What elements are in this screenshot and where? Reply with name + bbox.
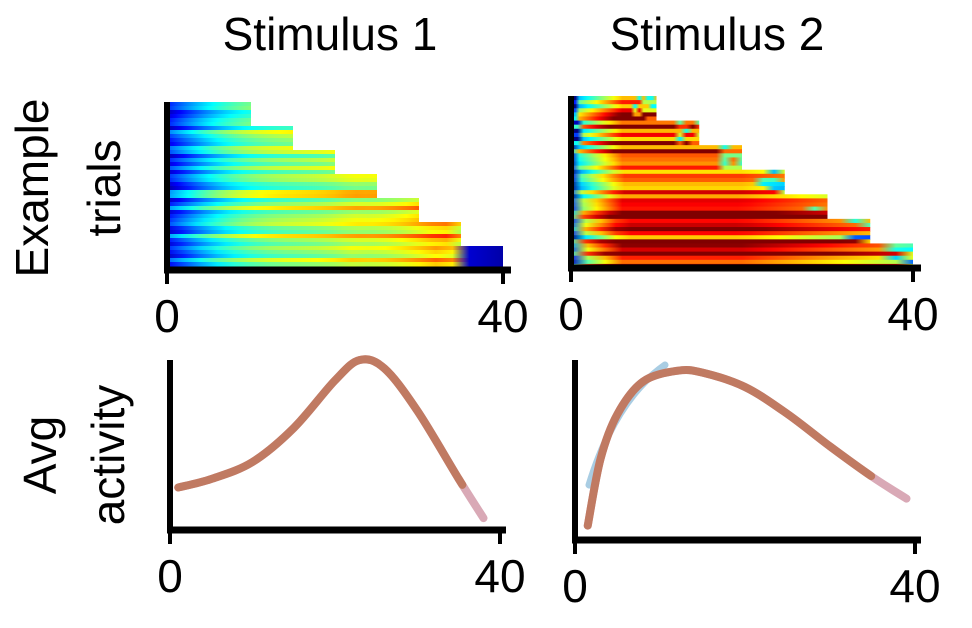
heatmap-row bbox=[571, 239, 871, 245]
heatmap-row bbox=[571, 157, 742, 163]
heatmap-row bbox=[571, 153, 742, 159]
heatmap-row bbox=[571, 96, 657, 101]
heatmap-row bbox=[571, 116, 657, 122]
heatmap-row bbox=[167, 258, 503, 263]
heatmap-row bbox=[167, 242, 461, 247]
ylabel-example: Example bbox=[6, 99, 58, 278]
x-tick-label: 0 bbox=[157, 550, 183, 602]
heatmap-row bbox=[167, 158, 335, 163]
heatmap-row bbox=[571, 132, 700, 138]
heatmap-row bbox=[571, 120, 700, 126]
heatmap-row bbox=[167, 186, 377, 191]
heatmap-row bbox=[571, 136, 700, 142]
heatmap-row bbox=[571, 141, 700, 146]
heatmap-row bbox=[167, 254, 503, 259]
heatmap-row bbox=[167, 134, 293, 139]
heatmap-row bbox=[167, 154, 335, 159]
heatmap-row bbox=[167, 122, 251, 127]
heatmap-row bbox=[571, 227, 871, 232]
heatmap-row bbox=[167, 166, 335, 171]
heatmap-row bbox=[571, 231, 871, 236]
heatmap-row bbox=[167, 194, 377, 199]
ylabel-activity: activity bbox=[82, 385, 134, 526]
x-tick-label: 40 bbox=[889, 560, 940, 612]
heatmap-row bbox=[167, 210, 419, 215]
heatmap-row bbox=[571, 198, 828, 204]
heatmap-row bbox=[571, 104, 657, 109]
heatmap-row bbox=[167, 178, 377, 183]
heatmap-row bbox=[571, 243, 913, 249]
title-stimulus-2: Stimulus 2 bbox=[610, 8, 825, 60]
heatmap-row bbox=[167, 114, 251, 119]
heatmap-row bbox=[571, 251, 913, 257]
heatmap-row bbox=[571, 210, 828, 216]
x-tick-label: 0 bbox=[558, 288, 584, 340]
ylabel-trials: trials bbox=[78, 139, 130, 236]
heatmap-row bbox=[571, 182, 785, 187]
heatmap-row bbox=[167, 170, 335, 175]
heatmap-row bbox=[571, 112, 657, 118]
x-tick-label: 40 bbox=[477, 290, 528, 342]
heatmap-row bbox=[167, 174, 377, 179]
heatmap-row bbox=[571, 169, 785, 175]
heatmap-row bbox=[167, 110, 251, 115]
heatmap-row bbox=[571, 128, 700, 134]
heatmap-row bbox=[167, 226, 461, 231]
heatmap-row bbox=[167, 202, 419, 207]
ylabel-avg: Avg bbox=[14, 416, 66, 494]
heatmap-row bbox=[571, 186, 785, 191]
heatmap-row bbox=[167, 190, 377, 195]
x-tick-label: 40 bbox=[474, 550, 525, 602]
heatmap-row bbox=[571, 149, 742, 154]
heatmap-row bbox=[571, 214, 828, 220]
heatmap-row bbox=[571, 173, 785, 179]
heatmap-row bbox=[167, 198, 419, 203]
heatmap-row bbox=[571, 124, 700, 130]
heatmap-row bbox=[571, 202, 828, 208]
heatmap-row bbox=[571, 177, 785, 183]
heatmap-row bbox=[167, 234, 461, 239]
x-tick-label: 0 bbox=[562, 560, 588, 612]
heatmap-row bbox=[167, 246, 503, 251]
heatmap-row bbox=[167, 214, 419, 219]
heatmap-row bbox=[167, 238, 461, 243]
heatmap-row bbox=[167, 230, 461, 235]
x-tick-label: 0 bbox=[154, 290, 180, 342]
heatmap-row bbox=[167, 142, 293, 147]
heatmap-row bbox=[571, 218, 871, 224]
heatmap-row bbox=[167, 206, 419, 211]
heatmap-row bbox=[571, 161, 742, 167]
activity-line bbox=[174, 355, 488, 523]
heatmap-row bbox=[571, 222, 871, 228]
title-stimulus-1: Stimulus 1 bbox=[223, 8, 438, 60]
heatmap-row bbox=[571, 206, 828, 212]
heatmap-row bbox=[167, 182, 377, 187]
heatmap-row bbox=[167, 250, 503, 255]
heatmap-row bbox=[571, 259, 913, 265]
heatmap-row bbox=[571, 100, 657, 105]
heatmap-row bbox=[167, 130, 293, 135]
x-tick-label: 40 bbox=[887, 288, 938, 340]
heatmap-row bbox=[167, 218, 419, 223]
heatmap-row bbox=[167, 146, 293, 151]
heatmap-row bbox=[167, 222, 461, 227]
heatmap-row bbox=[167, 106, 251, 111]
heatmap-row bbox=[167, 162, 335, 167]
heatmap-row bbox=[571, 190, 785, 195]
heatmap-row bbox=[167, 262, 503, 267]
heatmap-row bbox=[167, 102, 251, 107]
heatmap-row bbox=[571, 194, 828, 199]
heatmap-row bbox=[167, 150, 335, 155]
heatmap-row bbox=[571, 255, 913, 261]
heatmap-row bbox=[571, 145, 742, 150]
heatmap-row bbox=[571, 235, 871, 240]
heatmap-row bbox=[167, 126, 293, 131]
heatmap-row bbox=[571, 108, 657, 113]
heatmap-row bbox=[167, 118, 251, 123]
activity-line bbox=[583, 365, 911, 530]
heatmap-row bbox=[571, 247, 913, 253]
heatmap-row bbox=[167, 138, 293, 143]
heatmap-row bbox=[571, 165, 742, 171]
